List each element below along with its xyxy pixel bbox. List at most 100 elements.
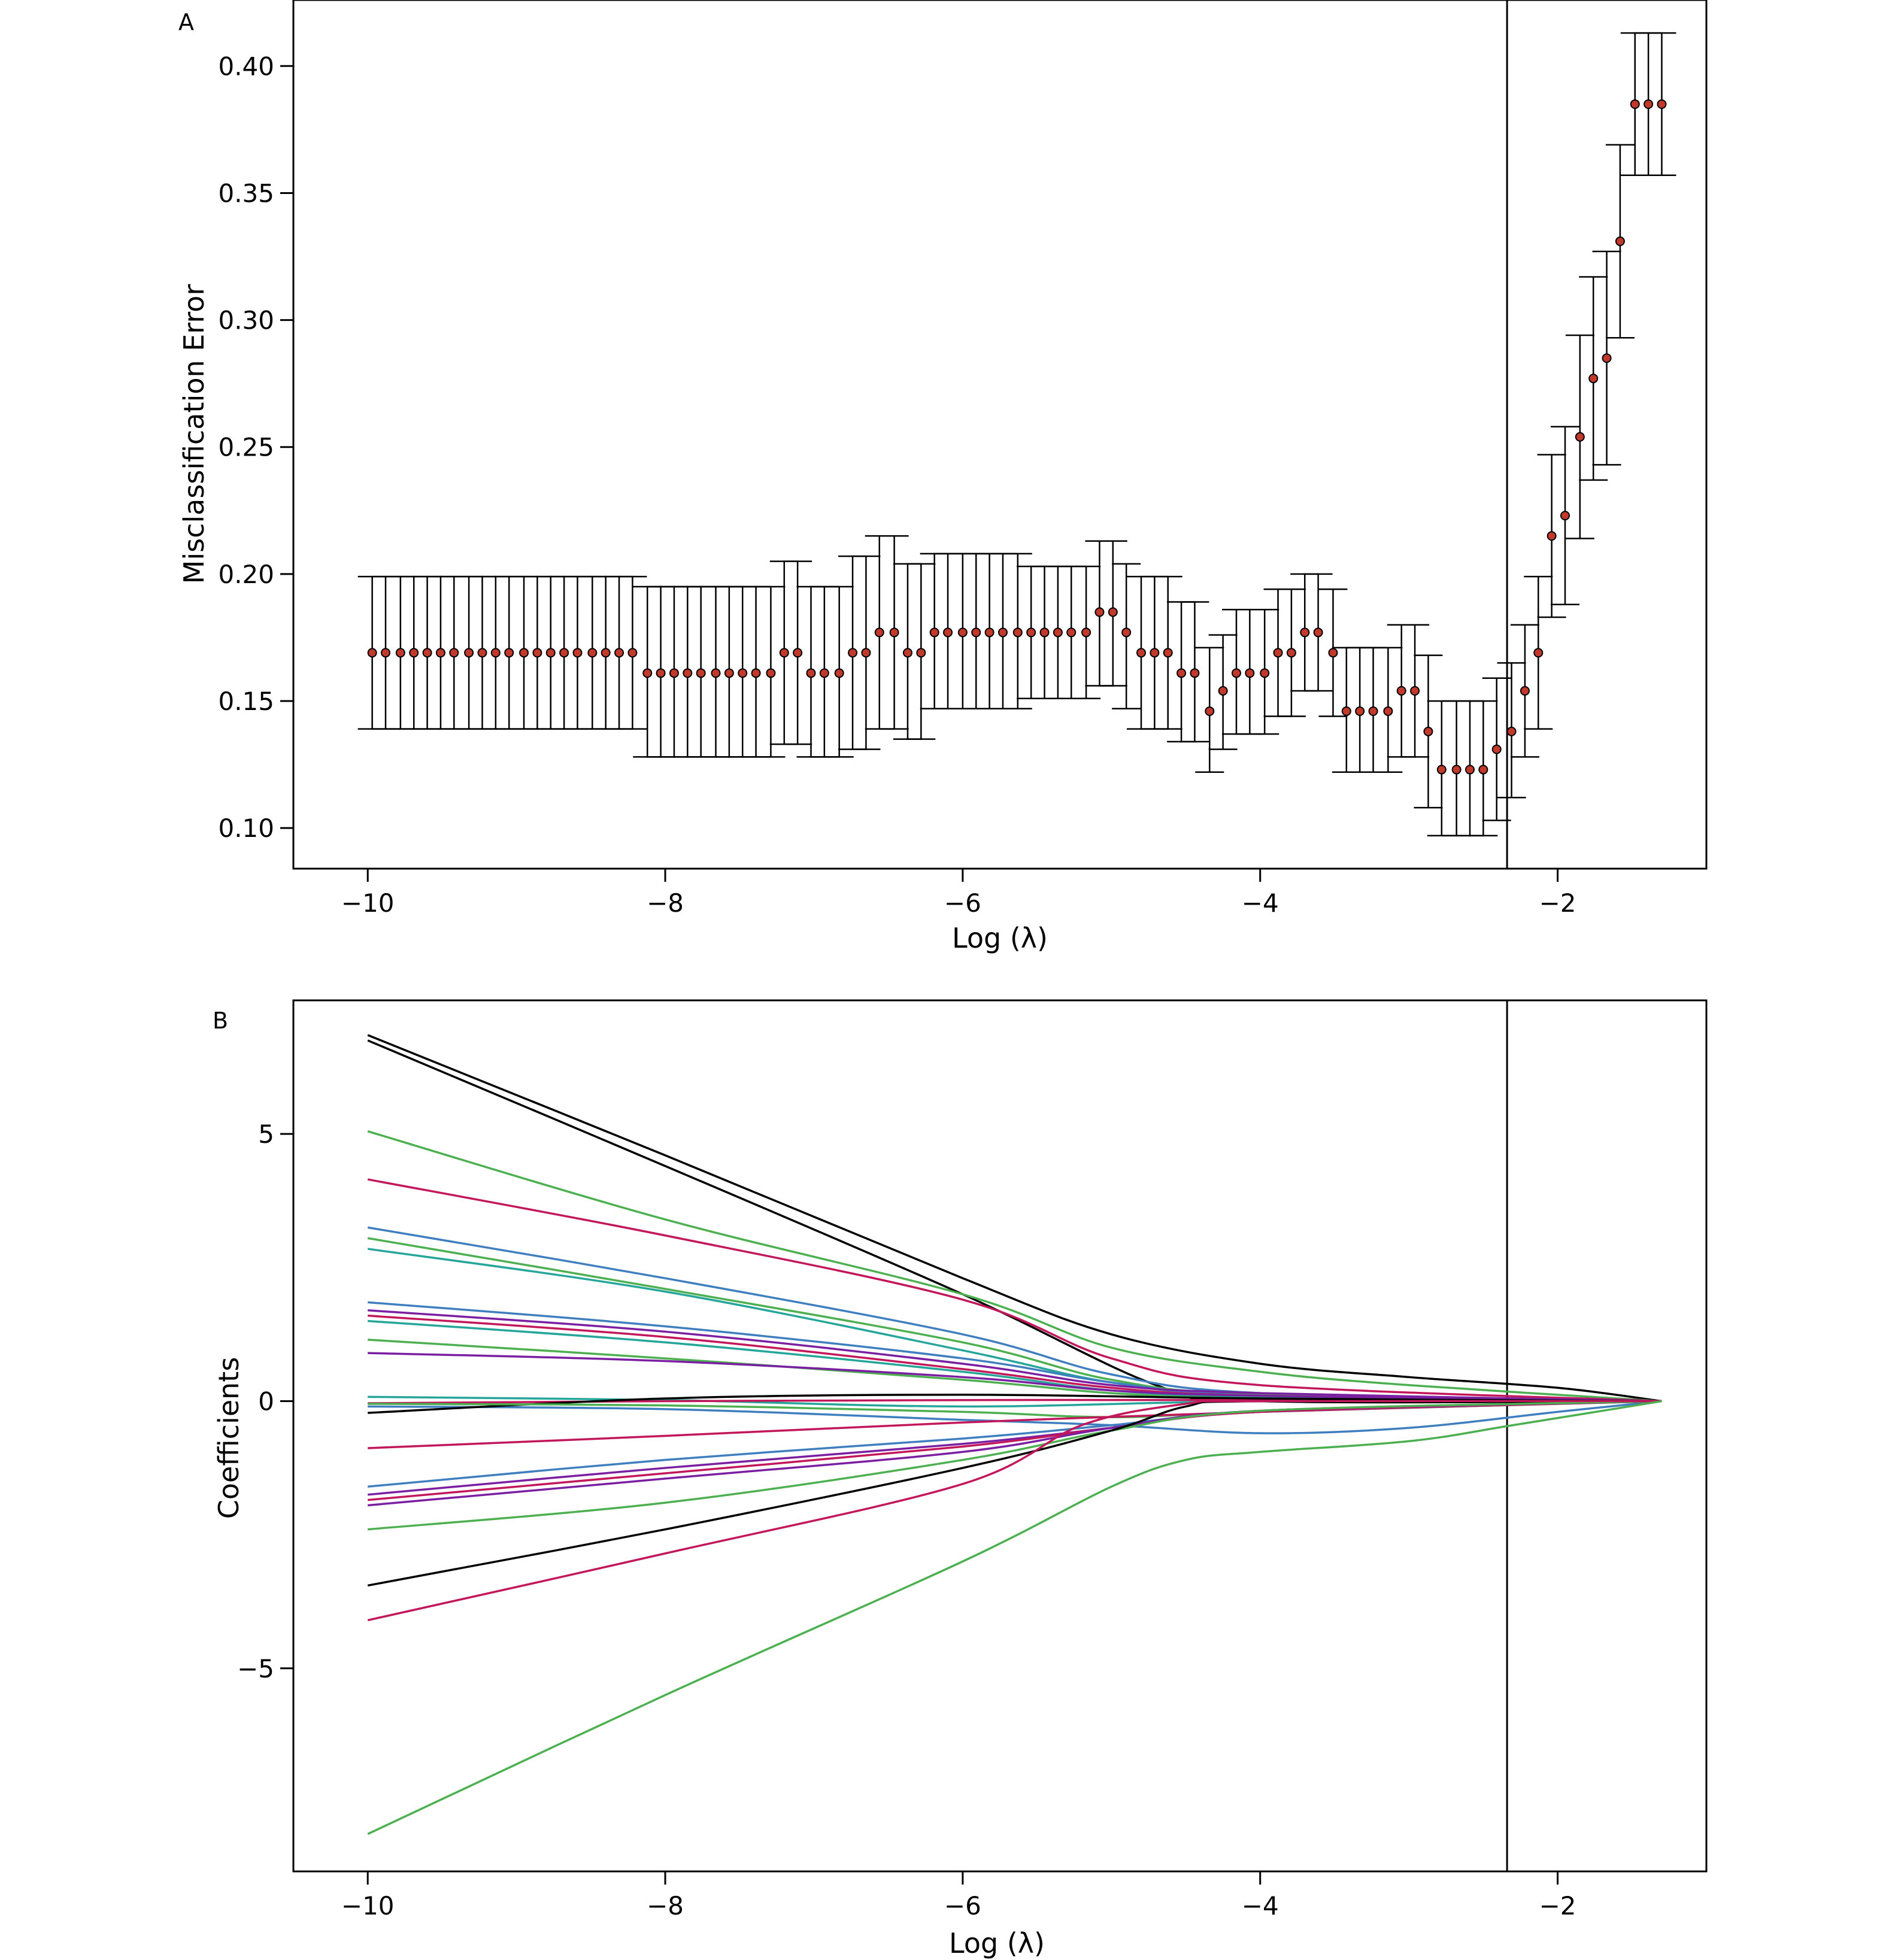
panel-a-y-tick-label: 0.35 (218, 178, 274, 208)
error-point (1491, 744, 1502, 754)
error-point (1273, 648, 1283, 658)
coefficient-path-line (368, 1352, 1662, 1403)
coefficient-path-line (367, 1400, 1662, 1622)
error-point (848, 648, 858, 658)
panel-b-x-axis-title: Log (λ) (949, 1927, 1045, 1959)
error-point (1218, 686, 1228, 696)
error-point (711, 668, 721, 678)
error-point (1081, 627, 1091, 638)
panel-a-x-tick-label: −2 (1539, 888, 1576, 918)
error-point (1657, 99, 1667, 109)
error-point (957, 627, 968, 638)
panel-a-y-tick-label: 0.10 (218, 814, 274, 843)
error-point (1313, 627, 1323, 638)
error-point (1465, 764, 1475, 775)
error-point (545, 648, 556, 658)
panel-b-y-tick-label: 5 (258, 1119, 274, 1149)
error-point (1602, 353, 1612, 363)
coefficient-path-line (368, 1400, 1662, 1496)
error-point (532, 648, 542, 658)
panel-a-y-tick-label: 0.30 (218, 306, 274, 335)
error-point (490, 648, 501, 658)
panel-a-x-tick-label: −6 (944, 888, 981, 918)
panel-b-x-tick-label: −4 (1242, 1891, 1279, 1920)
panel-a-y-tick-label: 0.25 (218, 433, 274, 462)
panel-a-x-tick-label: −10 (341, 888, 395, 918)
coefficient-path-line (368, 1400, 1662, 1531)
error-point (1560, 511, 1570, 521)
coefficient-path-line (367, 1178, 1662, 1403)
error-point (1121, 627, 1132, 638)
coefficient-path-line (368, 1309, 1662, 1403)
error-point (738, 668, 748, 678)
error-point (1026, 627, 1036, 638)
error-point (683, 668, 693, 678)
panel-a-cv-error-chart: A −10 −8 −6 −4 −2 0.10 0.15 0.20 0.25 0.30 0.35 0.4… (178, 0, 1708, 954)
error-point (724, 668, 734, 678)
panel-a-y-tick-label: 0.40 (218, 51, 274, 81)
error-point (669, 668, 679, 678)
error-point (1053, 627, 1063, 638)
panel-b-coefficient-path-chart: B −10 −8 −6 −4 −2 −5 0 5 Log (λ) Coefficients (213, 999, 1708, 1959)
error-point (587, 648, 598, 658)
panel-b-y-tick-label: 0 (258, 1386, 274, 1416)
coefficient-path-line (367, 1034, 1662, 1403)
error-point (1136, 648, 1146, 658)
error-point (943, 627, 953, 638)
error-point (367, 648, 377, 658)
error-point (929, 627, 939, 638)
panel-a-y-tick-label: 0.15 (218, 687, 274, 716)
error-point (1547, 531, 1557, 541)
error-point (464, 648, 474, 658)
error-point (806, 668, 816, 678)
error-point (642, 668, 653, 678)
error-point (1533, 648, 1544, 658)
error-point (627, 648, 638, 658)
coefficient-path-line (367, 1039, 1662, 1404)
error-point (1286, 648, 1296, 658)
error-point (1644, 99, 1654, 109)
error-point (409, 648, 419, 658)
error-point (1066, 627, 1077, 638)
error-point (1039, 627, 1050, 638)
panel-a-y-axis-title: Misclassification Error (178, 284, 210, 584)
error-point (1588, 374, 1599, 384)
error-point (889, 627, 899, 638)
panel-b-x-tick-label: −10 (341, 1891, 395, 1920)
panel-a-y-tick-label: 0.20 (218, 560, 274, 589)
error-point (819, 668, 829, 678)
coefficient-path-line (367, 1130, 1662, 1403)
error-point (1012, 627, 1023, 638)
panel-b-data-layer (367, 1000, 1662, 1871)
panel-b-x-tick-label: −6 (944, 1891, 981, 1920)
error-point (1094, 607, 1105, 617)
error-point (696, 668, 706, 678)
coefficient-path-line (368, 1394, 1662, 1414)
error-point (834, 668, 844, 678)
error-point (1383, 706, 1393, 716)
coefficient-path-line (367, 1400, 1662, 1835)
error-point (916, 648, 926, 658)
coefficient-path-line (368, 1400, 1662, 1419)
coefficient-path-line (368, 1400, 1662, 1507)
error-point (449, 648, 459, 658)
error-point (1300, 627, 1310, 638)
error-point (984, 627, 994, 638)
error-point (1368, 706, 1378, 716)
error-point (1355, 706, 1365, 716)
error-point (902, 648, 912, 658)
error-point (1451, 764, 1462, 775)
panel-a-label: A (178, 9, 194, 35)
error-point (422, 648, 432, 658)
panel-b-x-tick-label: −2 (1539, 1891, 1576, 1920)
error-point (1396, 686, 1406, 696)
error-point (971, 627, 981, 638)
error-point (1231, 668, 1241, 678)
error-point (874, 627, 884, 638)
panel-a-x-axis-title: Log (λ) (952, 922, 1048, 954)
panel-b-plot-frame (292, 999, 1708, 1873)
error-point (1341, 706, 1351, 716)
error-point (793, 648, 803, 658)
error-point (997, 627, 1008, 638)
panel-b-y-axis-title: Coefficients (213, 1357, 245, 1519)
